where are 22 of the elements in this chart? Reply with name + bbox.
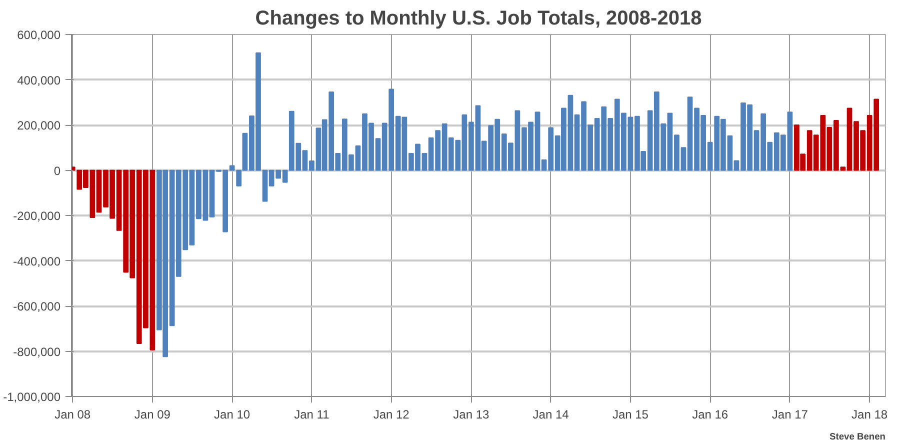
x-tick-label: Jan 17	[772, 408, 808, 422]
x-tick-label: Jan 14	[532, 408, 570, 422]
y-tick-label: 600,000	[17, 28, 61, 42]
x-tick-label: Jan 10	[214, 408, 250, 422]
x-tick-label: Jan 11	[294, 408, 330, 422]
text: Steve Benen	[830, 432, 886, 442]
y-tick-label: -400,000	[13, 254, 61, 268]
y-tick-label: -600,000	[13, 300, 61, 314]
x-tick-label: Jan 08	[54, 408, 91, 422]
x-tick-label: Jan 13	[453, 408, 490, 422]
y-tick-label: 0	[54, 164, 61, 178]
x-tick-label: Jan 16	[692, 408, 728, 422]
y-tick-label: -800,000	[13, 344, 61, 359]
y-tick-label: -1,000,000	[3, 390, 61, 404]
chart-title: Changes to Monthly U.S. Job Totals, 2008-2018	[255, 8, 702, 30]
y-tick-label: 400,000	[17, 73, 61, 88]
x-tick-label: Jan 12	[373, 408, 410, 422]
y-tick-label: -200,000	[13, 209, 61, 223]
x-tick-label: Jan 18	[852, 408, 888, 422]
x-tick-label: Jan 15	[612, 408, 649, 422]
x-tick-label: Jan 09	[134, 408, 171, 422]
y-tick-label: 200,000	[17, 118, 61, 132]
